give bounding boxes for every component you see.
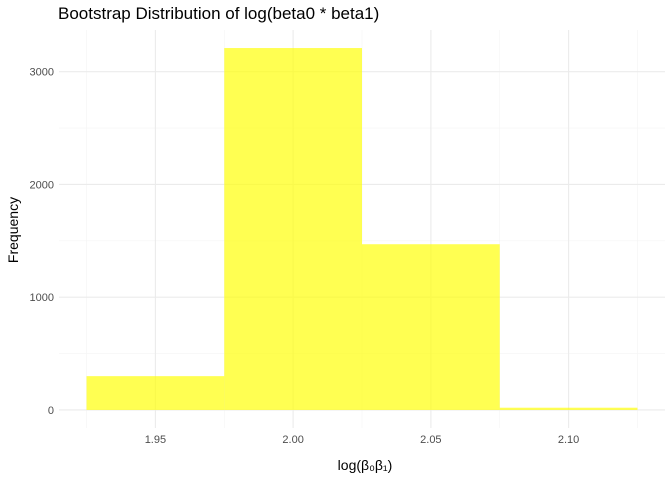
y-tick-label: 0	[48, 405, 54, 417]
chart-title: Bootstrap Distribution of log(beta0 * be…	[58, 4, 380, 23]
histogram-bar	[362, 244, 500, 410]
x-tick-label: 1.95	[145, 434, 166, 446]
y-tick-label: 2000	[30, 179, 54, 191]
x-tick-label: 2.10	[558, 434, 579, 446]
y-tick-label: 3000	[30, 67, 54, 79]
y-axis-label: Frequency	[5, 197, 21, 263]
x-axis-label: log(β₀β₁)	[338, 457, 393, 473]
x-tick-label: 2.05	[420, 434, 441, 446]
histogram-bar	[224, 48, 362, 410]
x-tick-label: 2.00	[282, 434, 303, 446]
y-axis-ticks: 0 1000 2000 3000	[30, 67, 54, 417]
histogram-bars	[86, 48, 638, 410]
x-axis-ticks: 1.95 2.00 2.05 2.10	[145, 434, 580, 446]
y-tick-label: 1000	[30, 292, 54, 304]
histogram-bar	[499, 407, 638, 410]
histogram-bar	[86, 376, 225, 410]
